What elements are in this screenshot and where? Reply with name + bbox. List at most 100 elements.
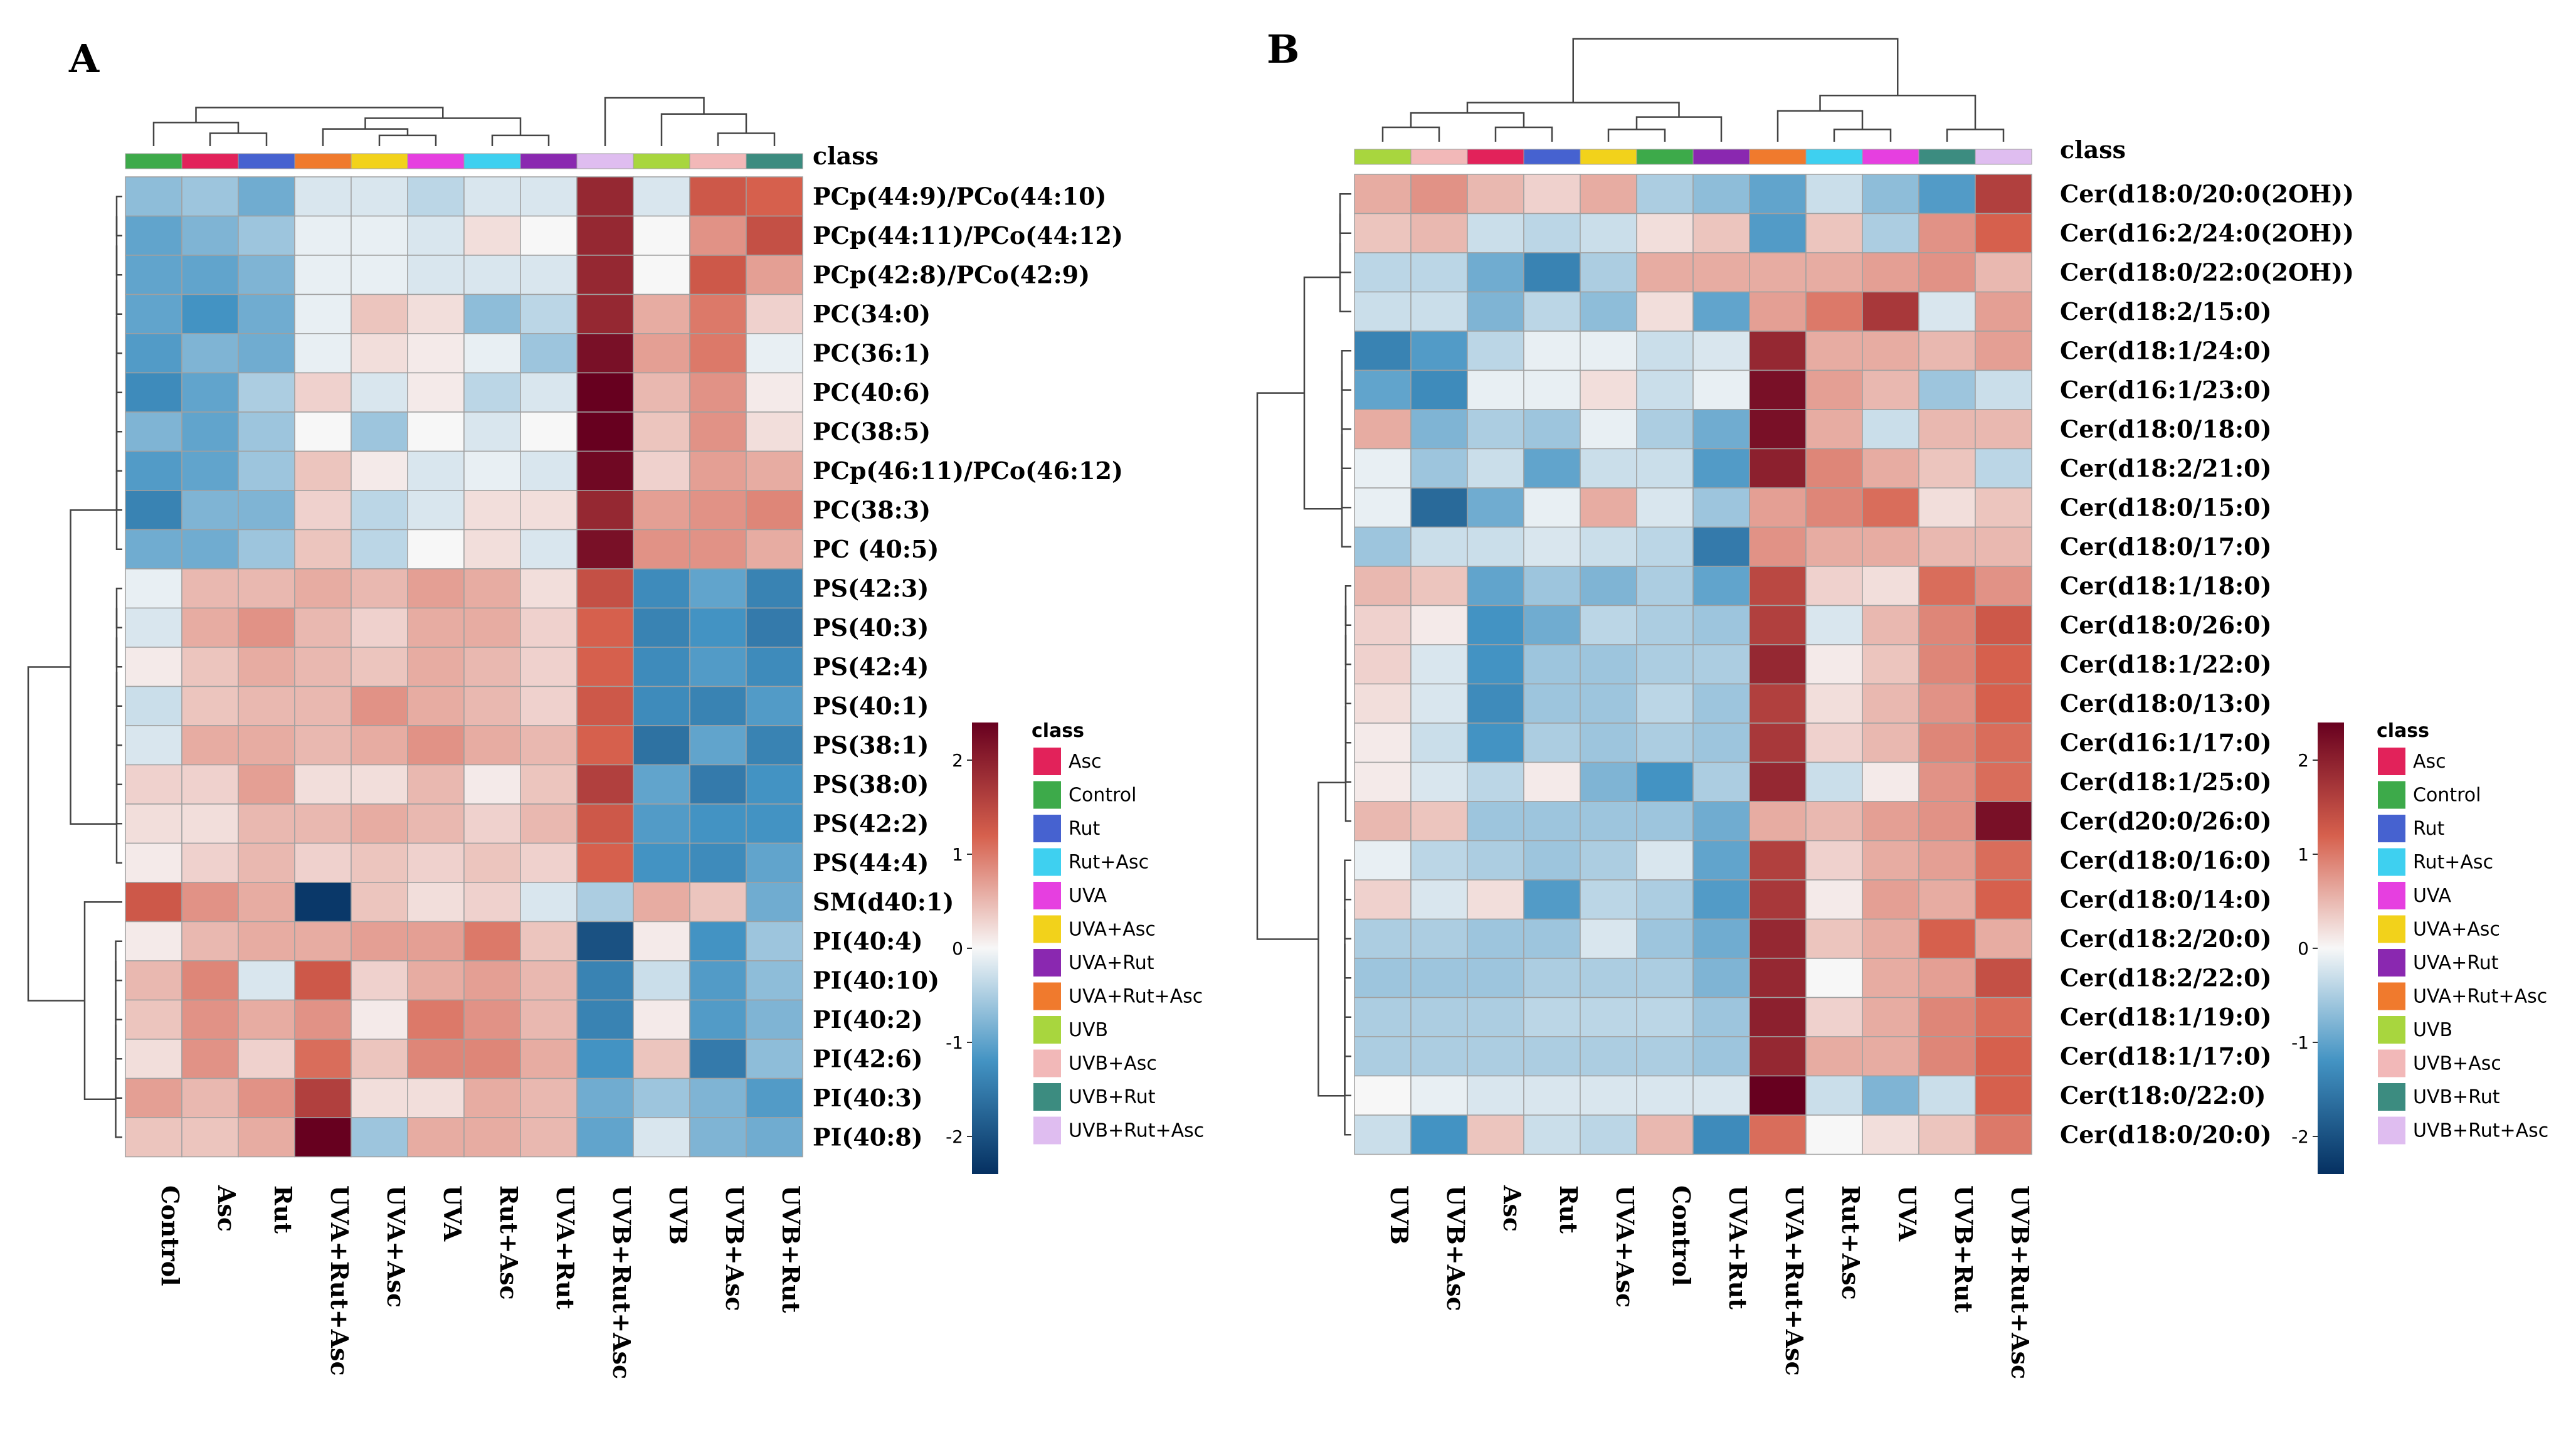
heatmap-cell <box>1805 879 1863 920</box>
row-label: PC(34:0) <box>813 300 931 328</box>
heatmap-cell <box>746 333 803 374</box>
heatmap-cell <box>407 411 465 452</box>
panel-b-legend: 2 1 0 -1 -2 class Asc Control Rut Rut+Asc UVA UVA… <box>2291 720 2548 1174</box>
heatmap-cell <box>1975 213 2032 253</box>
heatmap-cell <box>1749 331 1807 371</box>
heatmap-cell <box>1862 331 1919 371</box>
heatmap-cell <box>463 490 521 531</box>
heatmap-cell <box>633 450 690 491</box>
heatmap-cell <box>1749 448 1807 489</box>
heatmap-cell <box>407 1039 465 1079</box>
heatmap-cell <box>181 647 239 687</box>
heatmap-cell <box>1862 1036 1919 1077</box>
heatmap-cell <box>1523 840 1581 881</box>
legend-swatch <box>2378 882 2405 909</box>
heatmap-cell <box>1862 1114 1919 1155</box>
heatmap-cell <box>463 607 521 648</box>
heatmap-cell <box>1636 761 1694 802</box>
row-label: PI(40:2) <box>813 1005 923 1034</box>
heatmap-cell <box>181 372 239 413</box>
heatmap-cell <box>1692 448 1750 489</box>
heatmap-cell <box>689 1077 747 1118</box>
heatmap-cell <box>576 607 634 648</box>
legend-entry-label: Rut <box>2413 818 2445 840</box>
panel-a-title: A <box>68 36 100 82</box>
heatmap-cell <box>238 803 295 844</box>
heatmap-cell <box>1410 722 1468 763</box>
heatmap-cell <box>181 529 239 569</box>
heatmap-cell <box>1918 840 1976 881</box>
heatmap-cell <box>1918 331 1976 371</box>
heatmap-cell <box>1975 683 2032 724</box>
heatmap-cell <box>1975 605 2032 645</box>
heatmap-cell <box>1580 605 1637 645</box>
heatmap-cell <box>746 255 803 295</box>
heatmap-cell <box>125 882 182 923</box>
heatmap-cell <box>1354 958 1412 998</box>
class-bar-swatch <box>1692 149 1750 165</box>
heatmap-cell <box>181 764 239 805</box>
class-bar-swatch <box>1636 149 1694 165</box>
panel-a-legend-entries: Asc Control Rut Rut+Asc UVA UVA+Asc UVA+Rut UVA… <box>1033 748 1204 1145</box>
legend-entry-label: UVA+Rut <box>1069 952 1154 974</box>
heatmap-cell <box>1805 997 1863 1037</box>
heatmap-cell <box>1354 252 1412 293</box>
heatmap-cell <box>1636 879 1694 920</box>
heatmap-cell <box>1580 409 1637 450</box>
heatmap-cell <box>1862 174 1919 214</box>
heatmap-cell <box>351 999 408 1040</box>
heatmap-cell <box>1692 1075 1750 1116</box>
heatmap-cell <box>125 999 182 1040</box>
heatmap-cell <box>746 1117 803 1158</box>
heatmap-cell <box>1975 526 2032 567</box>
heatmap-cell <box>1918 879 1976 920</box>
heatmap-cell <box>1354 1075 1412 1116</box>
heatmap-cell <box>294 294 352 334</box>
heatmap-cell <box>689 1117 747 1158</box>
heatmap-cell <box>1354 722 1412 763</box>
heatmap-cell <box>1354 566 1412 606</box>
heatmap-cell <box>633 607 690 648</box>
heatmap-cell <box>1523 291 1581 332</box>
heatmap-cell <box>1354 291 1412 332</box>
heatmap-cell <box>576 1117 634 1158</box>
heatmap-cell <box>520 529 578 569</box>
heatmap-cell <box>1805 369 1863 410</box>
heatmap-cell <box>1354 369 1412 410</box>
row-label: Cer(d18:1/17:0) <box>2060 1042 2272 1070</box>
heatmap-cell <box>633 882 690 923</box>
heatmap-cell <box>1749 801 1807 842</box>
colorbar-tick-label: 0 <box>2298 938 2309 959</box>
heatmap-cell <box>1862 409 1919 450</box>
heatmap-cell <box>689 882 747 923</box>
heatmap-cell <box>1862 1075 1919 1116</box>
class-bar-swatch <box>1805 149 1863 165</box>
heatmap-cell <box>294 764 352 805</box>
heatmap-cell <box>1410 331 1468 371</box>
heatmap-cell <box>633 411 690 452</box>
heatmap-cell <box>351 215 408 256</box>
row-label: PI(40:10) <box>813 966 939 994</box>
heatmap-cell <box>407 842 465 883</box>
heatmap-cell <box>351 1117 408 1158</box>
heatmap-cell <box>1749 918 1807 959</box>
heatmap-cell <box>746 921 803 961</box>
heatmap-cell <box>1580 722 1637 763</box>
heatmap-cell <box>407 568 465 609</box>
heatmap-cell <box>1749 487 1807 528</box>
heatmap-cell <box>633 764 690 805</box>
heatmap-cell <box>689 411 747 452</box>
heatmap-cell <box>294 999 352 1040</box>
column-label: Rut <box>269 1185 297 1234</box>
column-label: UVB+Asc <box>721 1185 749 1311</box>
row-label: Cer(d18:1/25:0) <box>2060 768 2272 796</box>
heatmap-cell <box>181 960 239 1001</box>
heatmap-cell <box>1636 1075 1694 1116</box>
heatmap-cell <box>576 1077 634 1118</box>
heatmap-cell <box>238 372 295 413</box>
heatmap-cell <box>1805 213 1863 253</box>
heatmap-cell <box>689 294 747 334</box>
heatmap-cell <box>689 842 747 883</box>
legend-entry-label: UVA <box>1069 885 1107 907</box>
heatmap-cell <box>351 725 408 766</box>
